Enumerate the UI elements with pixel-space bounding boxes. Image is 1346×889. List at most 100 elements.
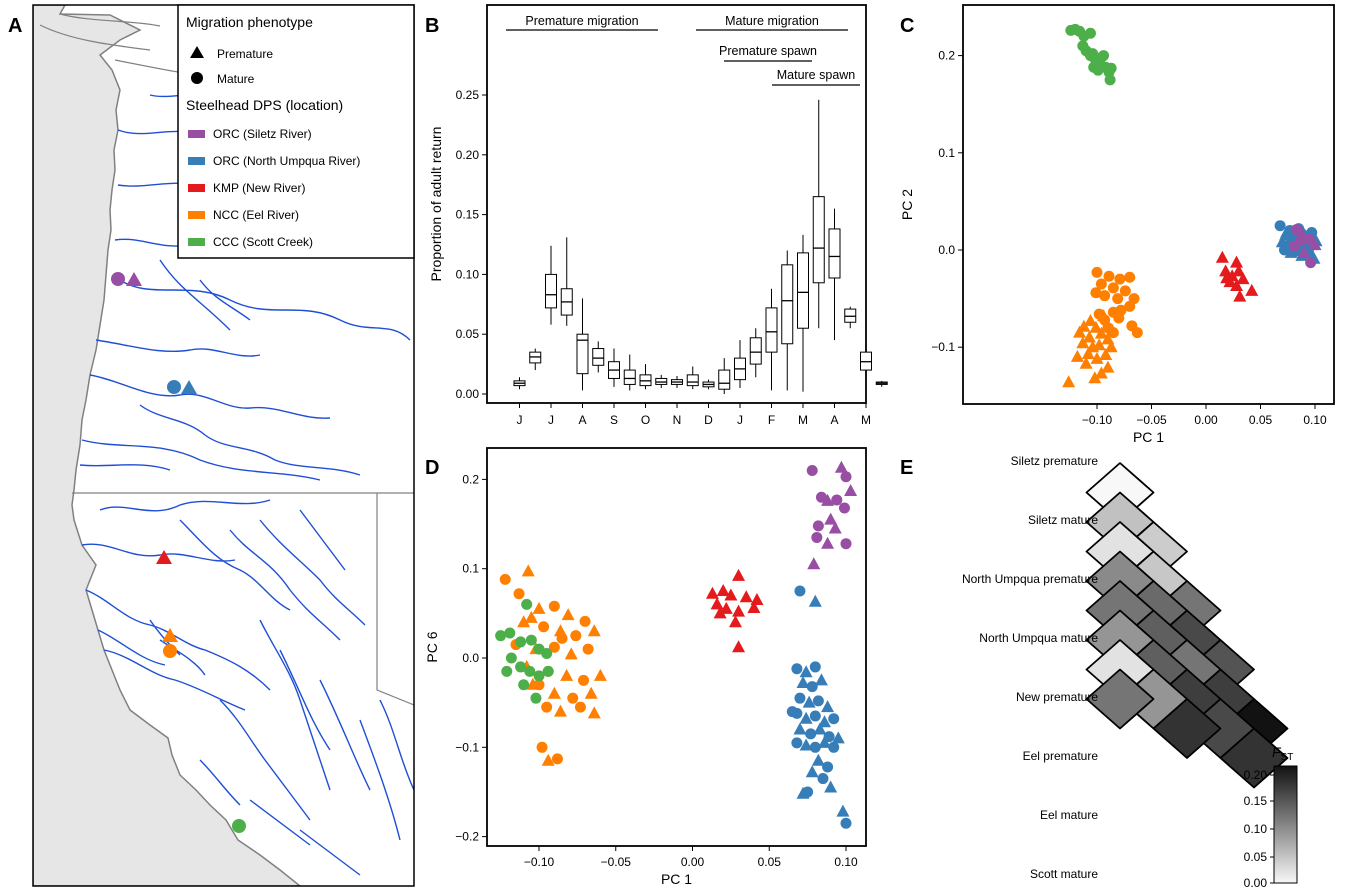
y-tick-label: 0.1 [938, 146, 955, 160]
green-point [533, 670, 545, 682]
panel-a: A Migration phenotype Premature Mature S… [8, 4, 415, 887]
period-mature-migration: Mature migration [725, 14, 819, 28]
orange-point [536, 741, 548, 753]
green-point [1077, 40, 1089, 52]
box-20 [828, 208, 841, 341]
purple-point [1297, 245, 1311, 258]
red-point [1219, 264, 1233, 277]
colorbar-tick-label: 0.15 [1244, 794, 1268, 808]
x-tick-label: A [578, 413, 586, 427]
x-tick-label: J [737, 413, 743, 427]
dps-legend-items: ORC (Siletz River) ORC (North Umpqua Rive… [188, 127, 360, 249]
period-premature-spawn: Premature spawn [719, 44, 817, 58]
green-point [1105, 62, 1117, 74]
x-tick-label: 0.00 [1194, 413, 1218, 427]
box-10 [671, 376, 683, 389]
panel-d-plot-frame [486, 447, 867, 847]
green-point [1098, 50, 1110, 62]
y-tick-label: −0.2 [455, 830, 479, 844]
box-body [812, 196, 825, 284]
orange-point [574, 701, 586, 713]
ocean-area [33, 5, 302, 886]
purple-point [844, 484, 858, 497]
red-point [710, 597, 724, 610]
orange-point [1101, 360, 1115, 373]
purple-point [821, 536, 835, 549]
green-point [524, 665, 536, 677]
y-tick-label: 0.0 [462, 651, 479, 665]
box-body [749, 337, 762, 365]
panel-letter-d: D [425, 457, 439, 479]
colorbar-tick-label: 0.10 [1244, 822, 1268, 836]
panel-letter-b: B [425, 15, 439, 37]
purple-point [828, 521, 842, 534]
colorbar-tick-label: 0.05 [1244, 850, 1268, 864]
green-point [521, 598, 533, 610]
purple-point [807, 557, 821, 570]
box-3 [560, 237, 573, 326]
red-point [1236, 272, 1250, 285]
period-mature-spawn: Mature spawn [777, 68, 856, 82]
box-1 [529, 348, 542, 371]
y-axis-label: PC 2 [899, 189, 915, 220]
coast-inland [39, 13, 179, 73]
green-point [515, 661, 527, 673]
x-tick-label: −0.10 [1082, 413, 1113, 427]
fst-cell [1085, 668, 1155, 730]
blue-point [814, 673, 828, 686]
box-17 [781, 250, 794, 391]
purple-point [811, 531, 823, 543]
red-point [724, 588, 738, 601]
orange-point [517, 615, 531, 628]
x-tick-label: O [641, 413, 650, 427]
dps-label-0: ORC (Siletz River) [213, 127, 312, 141]
green-point [495, 630, 507, 642]
y-tick-label: 0.2 [938, 49, 955, 63]
box-9 [655, 374, 668, 389]
orange-point [1124, 300, 1136, 312]
panel-b-plot: 0.00 0.05 0.10 0.15 0.20 0.25 J J A S O N D J F M A M Prop… [428, 4, 888, 427]
dps-legend-title: Steelhead DPS (location) [186, 97, 343, 113]
orange-point [524, 610, 538, 623]
purple-point [812, 520, 824, 532]
panel-d: D −0.10 −0.05 0.00 0.05 0.10 −0.2 −0.1 0.0 0.1 0.… [424, 447, 867, 887]
x-tick-label: A [830, 413, 838, 427]
red-point [719, 601, 733, 614]
green-point [530, 692, 542, 704]
orange-point [584, 686, 598, 699]
red-point [739, 590, 753, 603]
orange-point [567, 692, 579, 704]
panel-c-plot-frame [962, 4, 1335, 405]
blue-point [786, 706, 798, 718]
orange-point [1076, 336, 1090, 349]
green-point [501, 665, 513, 677]
box-18 [797, 234, 809, 392]
blue-point [794, 692, 806, 704]
orange-point [593, 668, 607, 681]
row-label-3: North Umpqua mature [979, 631, 1098, 645]
orange-point [1090, 351, 1104, 364]
blue-point [813, 722, 827, 735]
box-15 [749, 328, 762, 378]
circle-legend-icon [191, 72, 203, 84]
box-5 [592, 341, 605, 373]
red-point [705, 586, 719, 599]
y-tick-label: 0.10 [456, 267, 480, 281]
red-point [1245, 283, 1259, 296]
box-body [623, 369, 636, 385]
orange-point [1070, 349, 1084, 362]
row-label-6: Eel mature [1040, 808, 1098, 822]
row-label-4: New premature [1016, 690, 1098, 704]
box-16 [765, 288, 778, 391]
red-point [1215, 250, 1229, 263]
red-point [1230, 255, 1244, 268]
orange-point [1113, 312, 1125, 324]
x-tick-label: 0.05 [758, 855, 782, 869]
orange-point [579, 615, 591, 627]
orange-point [1088, 371, 1102, 384]
y-tick-label: 0.20 [456, 148, 480, 162]
box-23 [875, 380, 888, 387]
orange-point [560, 668, 574, 681]
row-label-7: Scott mature [1030, 867, 1098, 881]
scott-mature-marker [232, 819, 246, 833]
